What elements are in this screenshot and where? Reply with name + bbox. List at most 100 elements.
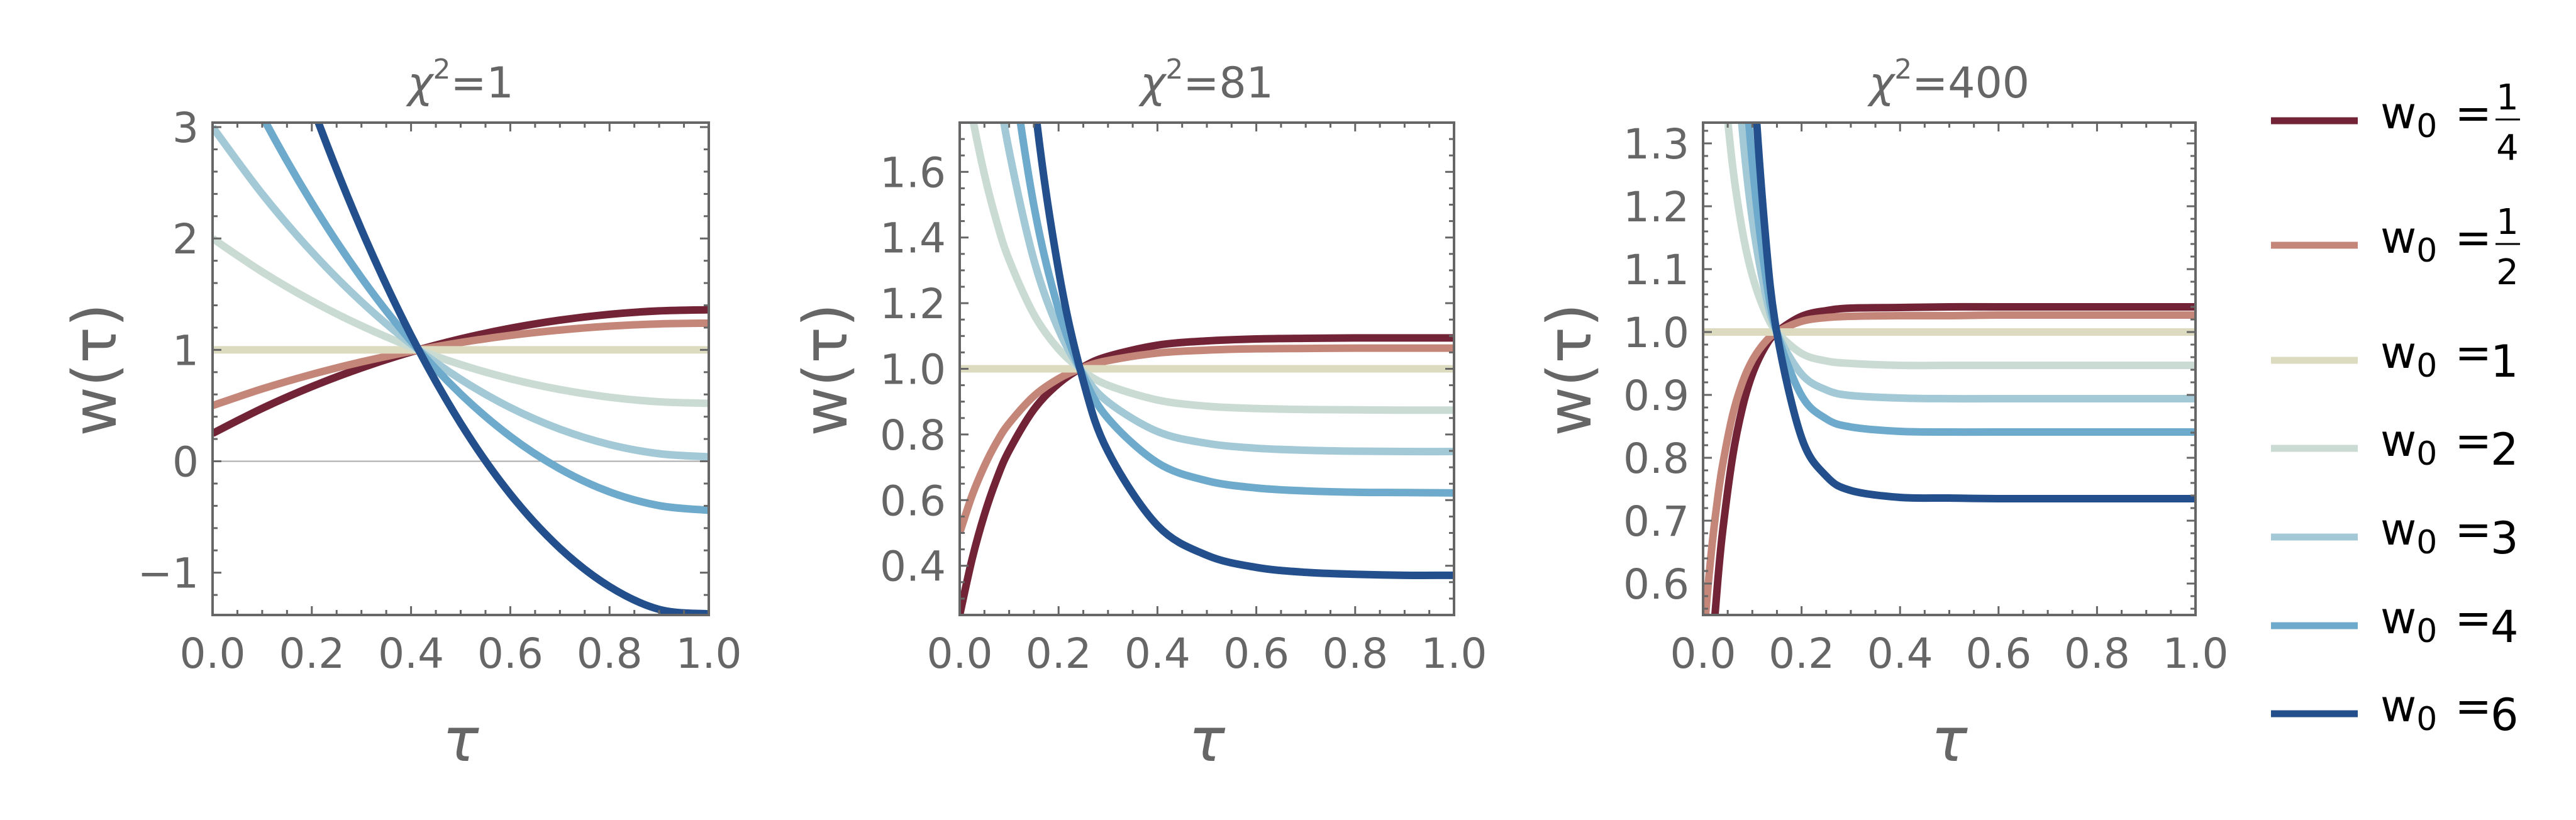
legend-item: w0 =1 — [2271, 327, 2519, 387]
series-line-w0-4 — [261, 123, 709, 514]
legend-label: w0 = — [2380, 680, 2492, 738]
x-axis-label: τ — [1189, 705, 1226, 775]
y-tick-label: 0.6 — [880, 477, 946, 525]
legend-equals: = — [2455, 680, 2492, 732]
curves — [213, 123, 709, 615]
legend-subscript: 0 — [2416, 701, 2437, 738]
series-line-w0-1-2 — [960, 344, 1454, 535]
legend-numerator: 1 — [2496, 77, 2519, 118]
y-tick-label: 1.2 — [1623, 183, 1689, 231]
legend-var: w — [2380, 592, 2416, 644]
x-tick-label: 1.0 — [676, 629, 742, 678]
title-superscript: 2 — [433, 53, 451, 86]
y-tick-label: 1.4 — [880, 214, 946, 263]
y-tick-label: 0.8 — [1623, 435, 1689, 483]
legend-numerator: 1 — [2496, 202, 2519, 243]
x-tick-label: 0.2 — [279, 629, 345, 678]
y-tick-label: 3 — [172, 104, 199, 152]
y-tick-label: −1 — [138, 550, 199, 598]
title-symbol: χ — [405, 58, 435, 108]
x-tick-label: 0.0 — [1670, 629, 1736, 678]
series-line-w0-6 — [1033, 123, 1454, 579]
legend-item: w0 = 1 4 — [2271, 77, 2520, 169]
x-tick-label: 0.4 — [378, 629, 444, 678]
y-tick-label: 2 — [172, 215, 199, 263]
x-tick-label: 0.4 — [1124, 629, 1191, 678]
legend-item: w0 =3 — [2271, 504, 2519, 564]
panel-3: χ2=400 0.0 0.2 0.4 0.6 0.8 1.0 0.6 0.7 0.8 0.9 1.0 1… — [1535, 53, 2229, 775]
legend-value: 4 — [2490, 601, 2519, 653]
legend-label: w0 = — [2380, 592, 2492, 650]
legend-subscript: 0 — [2416, 435, 2437, 473]
y-tick-label: 1.3 — [1623, 120, 1689, 169]
legend-var: w — [2380, 680, 2416, 732]
ticks — [211, 123, 710, 615]
x-tick-label: 0.6 — [1965, 629, 2031, 678]
title-value: =81 — [1183, 58, 1274, 108]
legend-subscript: 0 — [2416, 232, 2437, 270]
y-tick-label: 0.4 — [880, 543, 946, 591]
legend-equals: = — [2455, 327, 2492, 379]
series-line-w0-6 — [1753, 123, 2196, 503]
series-line-w0-3 — [213, 125, 709, 461]
legend-label: w0 = — [2380, 327, 2492, 385]
x-tick-label: 0.2 — [1768, 629, 1835, 678]
legend-subscript: 0 — [2416, 108, 2437, 145]
legend-subscript: 0 — [2416, 347, 2437, 385]
y-tick-label: 1.1 — [1623, 246, 1689, 294]
x-tick-label: 0.6 — [1223, 629, 1289, 678]
x-tick-label: 0.8 — [2064, 629, 2130, 678]
title-symbol: χ — [1867, 58, 1896, 108]
legend-var: w — [2380, 212, 2416, 263]
curves — [1703, 123, 2196, 615]
x-tick-label: 1.0 — [1421, 629, 1487, 678]
legend-denominator: 4 — [2496, 128, 2519, 169]
series-line-w0-3 — [1738, 123, 2196, 403]
x-axis-label: τ — [1931, 705, 1968, 775]
legend-equals: = — [2455, 504, 2492, 555]
y-tick-label: 1.6 — [880, 148, 946, 197]
title-superscript: 2 — [1894, 53, 1912, 86]
series-line-w0-3 — [1000, 123, 1454, 456]
legend-var: w — [2380, 87, 2416, 139]
series-line-w0-2 — [1724, 123, 2196, 370]
y-tick-label: 0.6 — [1623, 560, 1689, 609]
series-line-w0-4 — [1745, 123, 2196, 436]
panel-title: χ2=1 — [405, 53, 514, 108]
legend-denominator: 2 — [2496, 252, 2519, 293]
y-tick-label: 1 — [172, 326, 199, 375]
x-tick-label: 0.0 — [180, 629, 246, 678]
x-tick-label: 0.8 — [1322, 629, 1388, 678]
x-tick-label: 0.2 — [1026, 629, 1092, 678]
legend-value: 3 — [2490, 512, 2519, 564]
y-axis-label: w(τ) — [60, 303, 130, 436]
legend-equals: = — [2455, 212, 2492, 263]
legend-value: 1 — [2490, 336, 2519, 387]
title-symbol: χ — [1138, 58, 1167, 108]
x-tick-label: 1.0 — [2163, 629, 2229, 678]
title-value: =1 — [451, 58, 514, 108]
y-tick-label: 0 — [172, 438, 199, 487]
plot-frame — [1702, 121, 2197, 616]
x-tick-label: 0.4 — [1867, 629, 1933, 678]
plot-frame — [958, 121, 1455, 616]
x-tick-label: 0.0 — [927, 629, 993, 678]
y-tick-label: 0.8 — [880, 411, 946, 460]
legend-equals: = — [2455, 592, 2492, 644]
legend-label: w0 = — [2380, 87, 2492, 145]
panel-title: χ2=400 — [1867, 53, 2029, 108]
legend-subscript: 0 — [2416, 612, 2437, 650]
series-line-w0-6 — [314, 123, 709, 615]
y-tick-label: 0.9 — [1623, 372, 1689, 420]
legend-item: w0 = 1 2 — [2271, 202, 2520, 293]
legend-item: w0 =2 — [2271, 415, 2519, 475]
legend-value: 2 — [2490, 424, 2519, 475]
title-value: =400 — [1912, 58, 2029, 108]
series-line-w0-2 — [969, 123, 1454, 414]
x-tick-label: 0.6 — [477, 629, 543, 678]
legend-value: 6 — [2490, 689, 2519, 741]
legend-item: w0 =6 — [2271, 680, 2519, 741]
y-tick-label: 1.0 — [1623, 309, 1689, 357]
panel-2: χ2=81 0.0 0.2 0.4 0.6 0.8 1.0 0.4 0.6 0.8 1.0 1.2 1.… — [791, 53, 1487, 775]
